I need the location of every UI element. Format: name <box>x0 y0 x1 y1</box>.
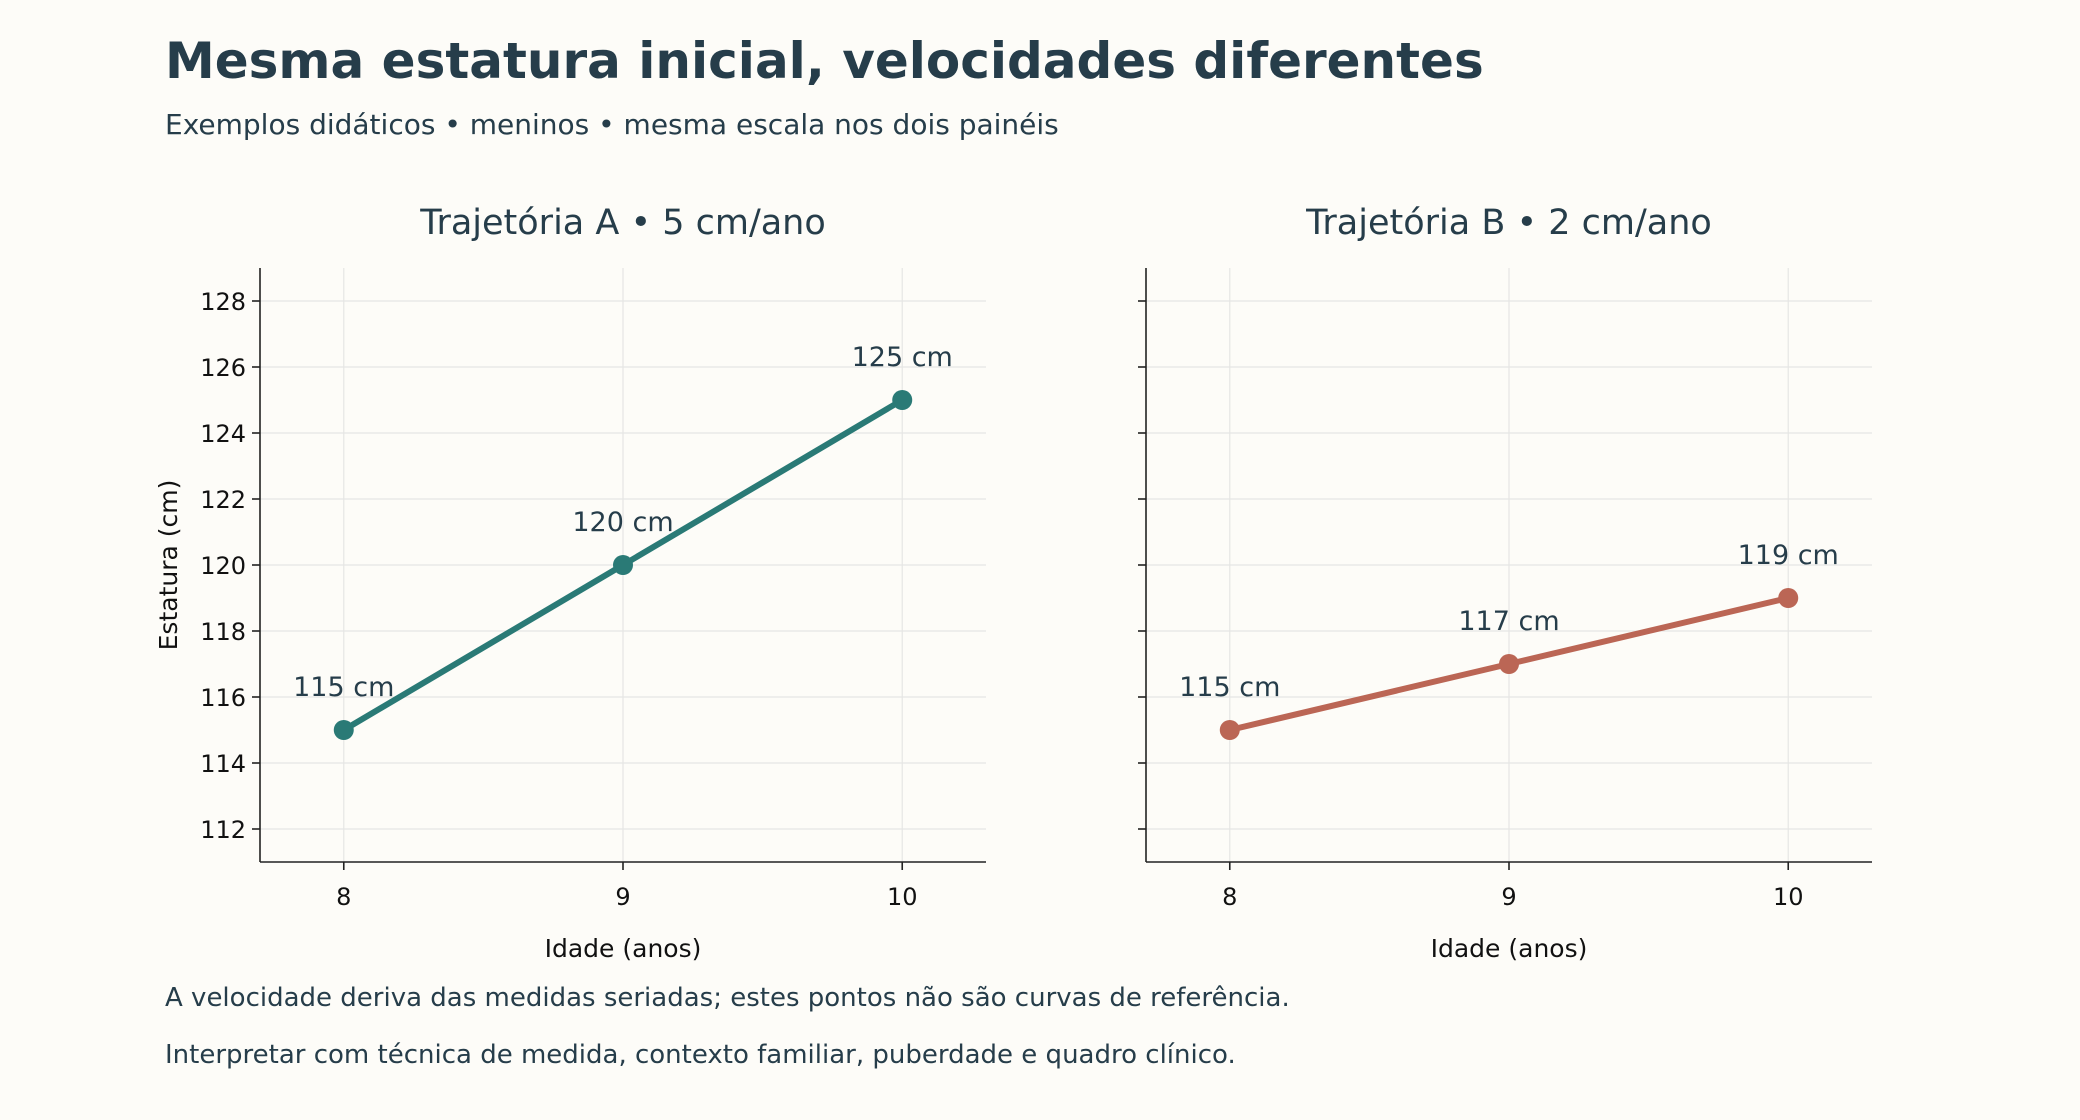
panel-1-data-point <box>333 720 354 740</box>
panel-1-x-tick-label: 9 <box>615 883 630 911</box>
panel-1-y-tick-label: 118 <box>200 618 246 646</box>
panel-2-data-point <box>1778 588 1799 608</box>
panel-2-x-axis-label: Idade (anos) <box>1431 934 1588 963</box>
panel-1-data-point <box>613 555 633 575</box>
panel-1-y-tick-label: 120 <box>200 552 246 580</box>
panel-1-x-tick-label: 10 <box>887 883 918 911</box>
panel-1-data-label: 125 cm <box>852 342 953 373</box>
panel-1-y-tick-label: 122 <box>200 486 246 514</box>
footnote-2: Interpretar com técnica de medida, conte… <box>165 1040 1236 1070</box>
panel-1-title: Trajetória A • 5 cm/ano <box>419 203 826 243</box>
panel-2-data-label: 119 cm <box>1738 540 1839 571</box>
figure-title: Mesma estatura inicial, velocidades dife… <box>165 32 1484 90</box>
panel-1-y-tick-label: 116 <box>200 684 246 712</box>
panel-2-data-point <box>1219 720 1240 740</box>
panel-1-x-axis-label: Idade (anos) <box>545 934 702 963</box>
panel-2-x-tick-label: 8 <box>1222 883 1237 911</box>
footnote-1: A velocidade deriva das medidas seriadas… <box>165 983 1290 1013</box>
panel-1-y-tick-label: 124 <box>200 420 246 448</box>
panel-1-y-tick-label: 126 <box>200 354 246 382</box>
panel-1-y-tick-label: 128 <box>200 288 246 316</box>
panel-2-data-label: 117 cm <box>1458 606 1559 637</box>
panel-1-x-tick-label: 8 <box>336 883 351 911</box>
panel-2-data-point <box>1499 654 1519 674</box>
panel-2-x-tick-label: 10 <box>1773 883 1804 911</box>
panel-1-y-axis-label: Estatura (cm) <box>154 480 183 651</box>
panel-2-title: Trajetória B • 2 cm/ano <box>1305 203 1712 243</box>
panel-1-y-tick-label: 114 <box>200 750 246 778</box>
panel-2-data-label: 115 cm <box>1179 672 1280 703</box>
figure-subtitle: Exemplos didáticos • meninos • mesma esc… <box>165 108 1059 141</box>
panel-1-data-point <box>892 390 913 410</box>
panel-2-x-tick-label: 9 <box>1501 883 1516 911</box>
panel-1-data-label: 115 cm <box>293 672 394 703</box>
panel-1-y-tick-label: 112 <box>200 816 246 844</box>
panel-1-data-label: 120 cm <box>572 507 673 538</box>
